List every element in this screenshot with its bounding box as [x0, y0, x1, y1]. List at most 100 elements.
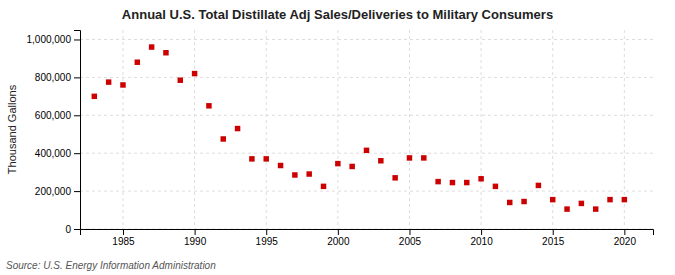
grid-line: [80, 39, 653, 40]
point: [607, 197, 612, 202]
tick-mark: [195, 229, 196, 235]
point: [221, 136, 226, 141]
tick-mark: [74, 191, 80, 192]
point: [135, 59, 140, 64]
tick-mark: [74, 115, 80, 116]
grid: [80, 30, 653, 229]
tick-mark: [481, 229, 482, 235]
tick-mark: [74, 229, 80, 230]
tick: 800,000: [35, 72, 80, 83]
plot-area: 1985 1990 1995 2000 2005 2010 2015 2020 0 200,000…: [27, 30, 654, 247]
point: [378, 158, 383, 163]
chart: 1985 1990 1995 2000 2005 2010 2015 2020 0 200,000…: [0, 0, 675, 275]
tick: 2000: [327, 229, 350, 247]
point: [364, 148, 369, 153]
point: [521, 199, 526, 204]
point: [292, 172, 297, 177]
point: [493, 184, 498, 189]
tick: 2010: [470, 229, 493, 247]
tick-mark: [74, 77, 80, 78]
axis-line: [74, 31, 81, 230]
title: Annual U.S. Total Distillate Adj Sales/D…: [122, 7, 553, 22]
grid-line: [80, 115, 653, 116]
tick-label: 1995: [256, 236, 279, 247]
point: [106, 79, 111, 84]
y-axis: 0 200,000 400,000 600,000 800,000 1,000,000: [27, 31, 81, 235]
point: [120, 82, 125, 87]
tick-label: 400,000: [35, 148, 72, 159]
tick-label: 2010: [470, 236, 493, 247]
tick-mark: [74, 153, 80, 154]
point: [392, 175, 397, 180]
source-note: Source: U.S. Energy Information Administ…: [6, 260, 216, 271]
tick-label: 600,000: [35, 110, 72, 121]
tick-label: 1,000,000: [27, 34, 72, 45]
point: [536, 183, 541, 188]
grid-line: [481, 30, 482, 229]
point: [593, 206, 598, 211]
point: [306, 171, 311, 176]
tick-mark: [409, 229, 410, 235]
point: [92, 94, 97, 99]
tick: 1990: [184, 229, 207, 247]
point: [622, 197, 627, 202]
tick: 1,000,000: [27, 34, 81, 45]
tick: 2020: [614, 229, 637, 247]
point: [407, 155, 412, 160]
point: [464, 180, 469, 185]
tick-mark: [624, 229, 625, 235]
point: [349, 164, 354, 169]
tick-label: 800,000: [35, 72, 72, 83]
tick: 1995: [256, 229, 279, 247]
tick: 400,000: [35, 148, 80, 159]
y-axis-title: Thousand Gallons: [6, 84, 18, 174]
tick-label: 200,000: [35, 186, 72, 197]
grid-line: [122, 30, 123, 229]
grid-line: [80, 191, 653, 192]
point: [321, 184, 326, 189]
point: [178, 77, 183, 82]
tick: 600,000: [35, 110, 80, 121]
grid-line: [194, 30, 195, 229]
point: [192, 71, 197, 76]
tick: 2005: [399, 229, 422, 247]
point: [450, 180, 455, 185]
point: [564, 206, 569, 211]
tick-mark: [123, 229, 124, 235]
grid-line: [337, 30, 338, 229]
tick-label: 1990: [184, 236, 207, 247]
tick: 200,000: [35, 186, 80, 197]
point: [421, 155, 426, 160]
grid-line: [80, 77, 653, 78]
tick-label: 2000: [327, 236, 350, 247]
tick-label: 1985: [112, 236, 135, 247]
tick: 0: [65, 224, 80, 235]
point: [206, 103, 211, 108]
point: [579, 201, 584, 206]
tick-label: 0: [65, 224, 71, 235]
axis-line: [81, 230, 654, 236]
x-axis: 1985 1990 1995 2000 2005 2010 2015 2020: [81, 229, 654, 247]
tick-label: 2005: [399, 236, 422, 247]
tick-mark: [74, 39, 80, 40]
point: [478, 176, 483, 181]
point: [335, 161, 340, 166]
tick-mark: [266, 229, 267, 235]
tick-mark: [553, 229, 554, 235]
point: [278, 163, 283, 168]
grid-line: [409, 30, 410, 229]
tick: 1985: [112, 229, 135, 247]
tick-label: 2015: [542, 236, 565, 247]
point: [435, 179, 440, 184]
tick-mark: [338, 229, 339, 235]
point: [235, 126, 240, 131]
grid-line: [266, 30, 267, 229]
point: [149, 44, 154, 49]
point: [507, 200, 512, 205]
points: [92, 44, 628, 212]
point: [163, 50, 168, 55]
tick: 2015: [542, 229, 565, 247]
point: [249, 156, 254, 161]
tick-label: 2020: [614, 236, 637, 247]
point: [263, 156, 268, 161]
